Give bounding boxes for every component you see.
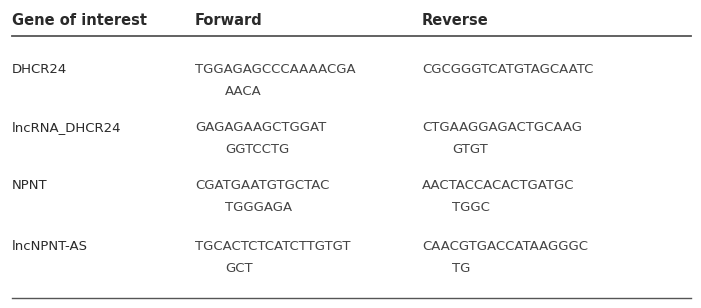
- Text: GAGAGAAGCTGGAT: GAGAGAAGCTGGAT: [195, 121, 326, 134]
- Text: TG: TG: [452, 262, 470, 275]
- Text: AACTACCACACTGATGC: AACTACCACACTGATGC: [422, 179, 575, 192]
- Text: Reverse: Reverse: [422, 13, 489, 28]
- Text: TGGAGAGCCCAAAACGA: TGGAGAGCCCAAAACGA: [195, 63, 355, 76]
- Text: TGCACTCTCATCTTGTGT: TGCACTCTCATCTTGTGT: [195, 240, 350, 253]
- Text: AACA: AACA: [225, 85, 261, 98]
- Text: TGGC: TGGC: [452, 201, 490, 214]
- Text: CGCGGGTCATGTAGCAATC: CGCGGGTCATGTAGCAATC: [422, 63, 593, 76]
- Text: lncNPNT-AS: lncNPNT-AS: [12, 240, 88, 253]
- Text: CGATGAATGTGCTAC: CGATGAATGTGCTAC: [195, 179, 329, 192]
- Text: GGTCCTG: GGTCCTG: [225, 143, 290, 156]
- Text: CTGAAGGAGACTGCAAG: CTGAAGGAGACTGCAAG: [422, 121, 582, 134]
- Text: Gene of interest: Gene of interest: [12, 13, 147, 28]
- Text: GCT: GCT: [225, 262, 252, 275]
- Text: CAACGTGACCATAAGGGC: CAACGTGACCATAAGGGC: [422, 240, 588, 253]
- Text: lncRNA_DHCR24: lncRNA_DHCR24: [12, 121, 121, 134]
- Text: GTGT: GTGT: [452, 143, 488, 156]
- Text: Forward: Forward: [195, 13, 263, 28]
- Text: TGGGAGA: TGGGAGA: [225, 201, 292, 214]
- Text: DHCR24: DHCR24: [12, 63, 67, 76]
- Text: NPNT: NPNT: [12, 179, 48, 192]
